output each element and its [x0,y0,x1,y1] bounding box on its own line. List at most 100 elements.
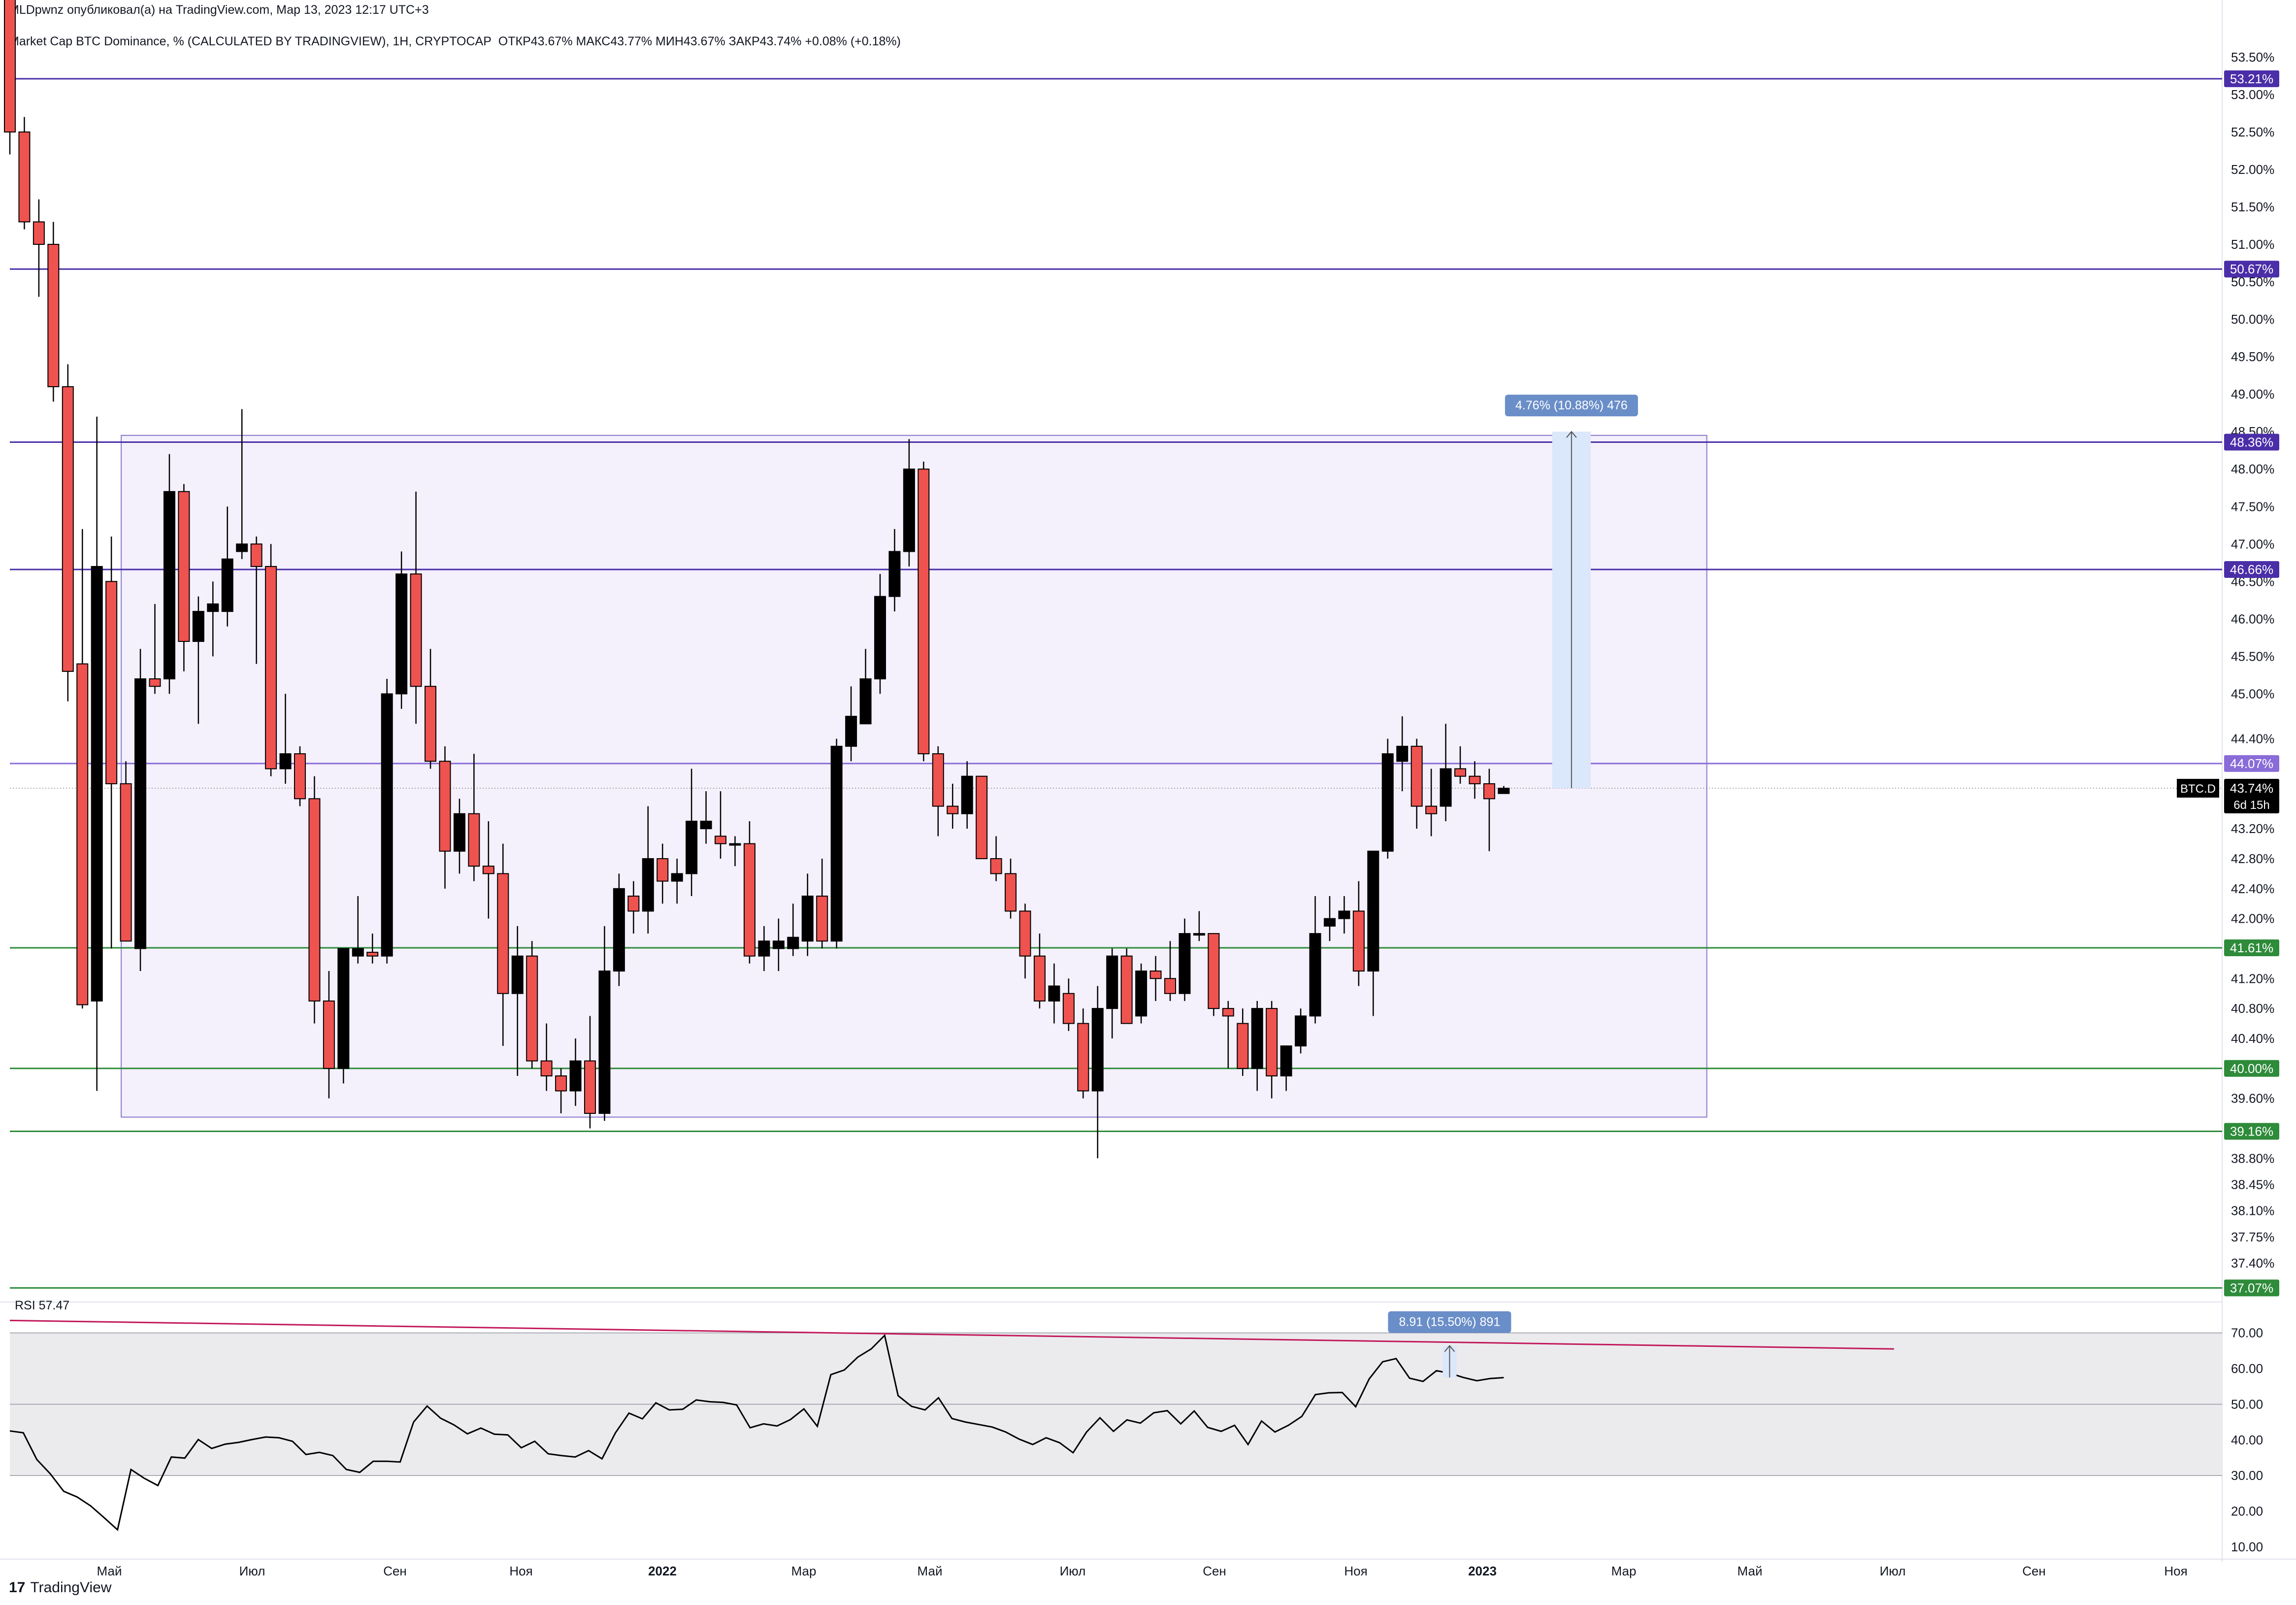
candle-body [134,678,147,949]
candle-body [366,952,379,957]
candle-body [1323,918,1336,927]
candle-body [1237,1023,1249,1069]
candle-body [729,843,741,846]
level-badge [2224,70,2279,87]
candle-body [33,221,45,245]
level-badge-label: 53.21% [2230,71,2273,86]
price-tick: 38.80% [2231,1151,2274,1166]
price-tick: 42.80% [2231,851,2274,866]
candle-body [1396,745,1409,762]
candle-body [18,131,31,223]
candle-body [337,948,350,1069]
candle-body [497,873,509,994]
level-badge [2224,1060,2279,1077]
candle-body [642,858,654,912]
candle-body [395,573,408,695]
candle-body [1019,910,1031,957]
candle-body [845,716,857,747]
candle-body [830,745,843,942]
candle-body [1483,783,1495,800]
candle-body [236,543,248,552]
rsi-tick: 50.00 [2231,1397,2263,1411]
candle-body [932,753,944,807]
candle-body [1033,955,1046,1002]
candle-body [250,543,262,567]
candle-body [1381,753,1394,852]
candle-body [178,491,190,642]
candle-body [1222,1008,1234,1017]
price-tick: 47.00% [2231,536,2274,551]
countdown-label: 6d 15h [2233,799,2269,812]
candle-body [1077,1023,1089,1092]
level-badge [2224,261,2279,278]
rsi-tick: 10.00 [2231,1539,2263,1554]
candle-body [47,244,60,387]
price-tick: 52.50% [2231,125,2274,139]
candle-body [1352,910,1365,972]
level-badge-label: 50.67% [2230,262,2273,276]
rsi-trendline [9,1319,1894,1350]
time-tick: Июл [239,1564,265,1578]
candle-body [1062,993,1075,1024]
price-tick: 43.20% [2231,821,2274,836]
candle-body [1367,850,1379,972]
candle-body [221,558,233,612]
candle-body [1208,933,1220,1009]
measure-arrowhead [1566,431,1577,438]
candle-body [1005,873,1017,912]
current-price-badge [2224,779,2279,814]
candle-body [656,858,669,882]
time-tick: Май [97,1564,122,1578]
ohlc-values: ОТКР43.67% МАКС43.77% МИН43.67% ЗАКР43.7… [498,34,901,48]
candle-body [555,1075,567,1092]
candle-body [381,693,393,957]
price-tick: 48.00% [2231,462,2274,476]
time-tick: Май [918,1564,943,1578]
tradingview-logo-text: TradingView [30,1579,112,1596]
candle-body [482,866,494,874]
symbol-line[interactable]: Market Cap BTC Dominance, % (CALCULATED … [9,34,492,48]
candle-body [526,955,538,1062]
candle-body [801,896,814,942]
candle-body [787,936,799,949]
candle-body [584,1060,596,1114]
candle-body [1454,768,1466,777]
candle-body [511,955,524,994]
price-tick: 52.00% [2231,162,2274,177]
rsi-line [9,1334,1504,1532]
time-tick: Сен [383,1564,407,1578]
candle-body [453,813,465,852]
price-tick: 51.00% [2231,237,2274,252]
ticker-badge [2177,779,2219,798]
level-badge-label: 46.66% [2230,562,2273,577]
level-badge-label: 44.07% [2230,756,2273,771]
time-tick: Мар [1611,1564,1637,1578]
measure-label: 4.76% (10.88%) 476 [1515,399,1628,412]
price-tick: 53.00% [2231,87,2274,102]
candle-body [1440,768,1452,807]
candle-body [540,1060,553,1076]
level-badge-label: 41.61% [2230,940,2273,955]
candle-body [859,678,872,725]
time-tick: Ноя [509,1564,532,1578]
level-badge-label: 48.36% [2230,435,2273,449]
time-tick: Июл [1880,1564,1906,1578]
tradingview-logo-icon: 17 [9,1579,26,1596]
candle-body [1280,1045,1292,1076]
candle-body [76,663,89,1005]
candle-body [207,603,219,612]
candle-body [1309,933,1321,1017]
ticker-label: BTC.D [2180,782,2216,796]
footer-logo[interactable]: 17 TradingView [9,1579,111,1596]
time-tick: Ноя [2164,1564,2187,1578]
candle-body [1149,970,1162,979]
candle-body [613,888,625,972]
time-tick: Сен [2022,1564,2046,1578]
candle-body [758,940,770,957]
candle-body [1135,970,1148,1017]
candle-body [308,798,321,1002]
candle-body [1295,1015,1307,1047]
candle-body [192,611,204,642]
rsi-measure-arrowhead [1444,1345,1455,1352]
